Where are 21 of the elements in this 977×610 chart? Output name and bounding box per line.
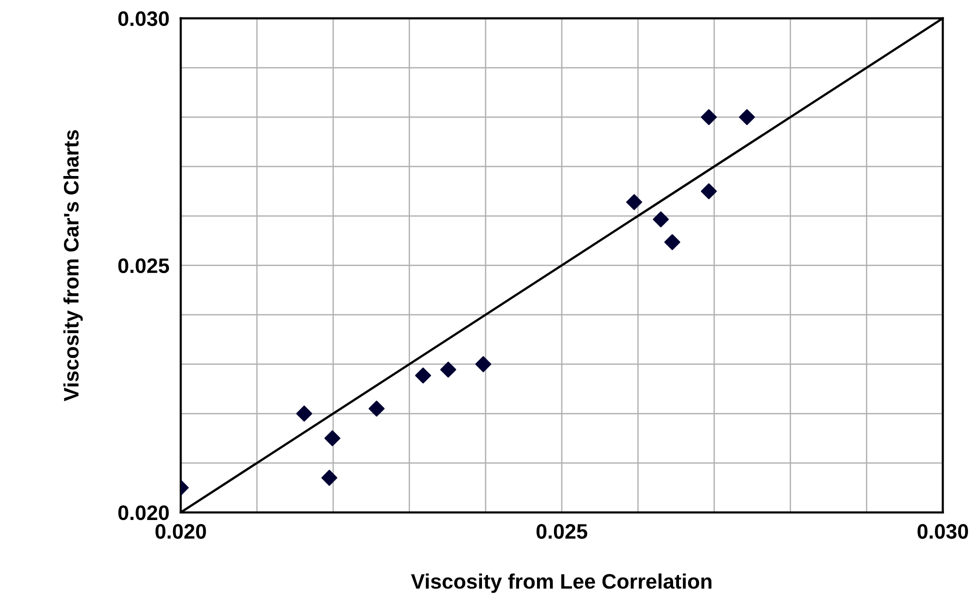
x-axis-title: Viscosity from Lee Correlation — [411, 573, 712, 593]
point — [321, 470, 338, 486]
x-tick-label: 0.025 — [536, 524, 588, 539]
y-tick-label: 0.020 — [118, 505, 169, 520]
point — [475, 356, 492, 372]
point — [440, 362, 456, 378]
point — [324, 430, 340, 446]
point — [296, 406, 312, 422]
point — [700, 183, 717, 200]
point — [652, 211, 669, 228]
point — [368, 400, 385, 417]
point — [738, 109, 755, 126]
point — [415, 368, 432, 384]
y-tick-label: 0.030 — [118, 11, 169, 26]
point — [664, 234, 680, 250]
y-tick-label: 0.025 — [118, 258, 170, 274]
point — [700, 109, 717, 126]
point — [626, 194, 642, 210]
x-tick-label: 0.020 — [156, 524, 206, 539]
y-axis-title: Viscosity from Car's Charts — [63, 130, 83, 402]
x-tick-label: 0.030 — [918, 524, 968, 539]
